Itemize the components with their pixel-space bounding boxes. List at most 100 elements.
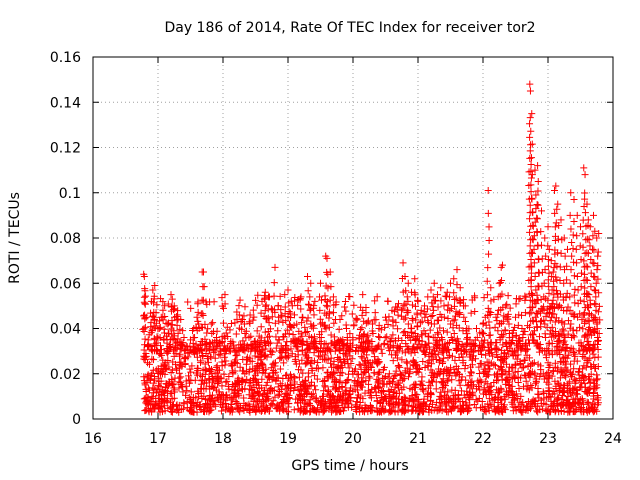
data-point (285, 394, 293, 402)
x-tick-label: 19 (279, 431, 297, 447)
data-point (518, 364, 526, 372)
data-point (522, 372, 530, 380)
data-point (292, 355, 300, 363)
data-point (220, 353, 228, 361)
data-point (493, 377, 501, 385)
x-tick-label: 18 (214, 431, 232, 447)
data-point (388, 351, 396, 359)
y-tick-label: 0.1 (59, 186, 81, 202)
data-point (396, 370, 404, 378)
data-point (274, 383, 282, 391)
data-point (338, 369, 346, 377)
data-point (564, 393, 572, 401)
data-point (204, 358, 212, 366)
data-point (589, 408, 597, 416)
data-point (309, 390, 317, 398)
data-point (243, 375, 251, 383)
data-point (505, 370, 513, 378)
data-point (187, 388, 195, 396)
data-point (329, 383, 337, 391)
data-point (570, 365, 578, 373)
data-point (227, 405, 235, 413)
data-point (171, 360, 179, 368)
data-point (150, 379, 158, 387)
data-point (319, 364, 327, 372)
data-point (223, 377, 231, 385)
data-point (510, 396, 518, 404)
data-point (384, 373, 392, 381)
data-point (561, 340, 569, 348)
data-point (572, 390, 580, 398)
y-axis-title: ROTI / TECUs (7, 192, 23, 284)
data-point (258, 384, 266, 392)
data-point (564, 351, 572, 359)
data-point (287, 345, 295, 353)
data-point (280, 359, 288, 367)
data-point (223, 391, 231, 399)
data-point (475, 363, 483, 371)
data-point (508, 382, 516, 390)
data-point (313, 375, 321, 383)
data-point (386, 379, 394, 387)
data-point (411, 362, 419, 370)
data-point (379, 366, 387, 374)
data-point (276, 387, 284, 395)
data-point (288, 350, 296, 358)
data-point (405, 373, 413, 381)
y-tick-label: 0.08 (50, 231, 81, 247)
data-point (206, 375, 214, 383)
data-point (594, 396, 602, 404)
data-point (269, 397, 277, 405)
y-tick-label: 0.06 (50, 276, 81, 292)
data-point (579, 365, 587, 373)
x-tick-label: 22 (474, 431, 492, 447)
data-point (261, 351, 269, 359)
data-point (336, 377, 344, 385)
data-point (511, 360, 519, 368)
data-point (502, 375, 510, 383)
data-point (425, 339, 433, 347)
data-point (594, 375, 602, 383)
data-point (493, 350, 501, 358)
data-point (264, 373, 272, 381)
data-point (514, 379, 522, 387)
data-point (157, 342, 165, 350)
data-point (172, 402, 180, 410)
data-point (210, 401, 218, 409)
x-tick-label: 20 (344, 431, 362, 447)
data-point (372, 392, 380, 400)
data-point (485, 395, 493, 403)
data-point (504, 389, 512, 397)
data-point (281, 389, 289, 397)
data-point (263, 378, 271, 386)
x-tick-label: 24 (604, 431, 622, 447)
data-point (446, 351, 454, 359)
data-point (294, 366, 302, 374)
data-point (349, 370, 357, 378)
data-point (409, 357, 417, 365)
data-point (488, 391, 496, 399)
data-point (458, 387, 466, 395)
data-point (157, 362, 165, 370)
data-point (327, 354, 335, 362)
data-point (301, 351, 309, 359)
data-point (340, 407, 348, 415)
y-tick-label: 0 (72, 412, 81, 428)
data-point (221, 361, 229, 369)
data-point (536, 373, 544, 381)
data-point (217, 407, 225, 415)
data-point (584, 359, 592, 367)
data-point (483, 358, 491, 366)
data-point (476, 386, 484, 394)
data-point (425, 378, 433, 386)
data-point (370, 369, 378, 377)
data-point (548, 402, 556, 410)
data-point (402, 358, 410, 366)
data-point (459, 353, 467, 361)
data-point (208, 391, 216, 399)
data-point (359, 395, 367, 403)
data-point (267, 364, 275, 372)
x-axis-title: GPS time / hours (291, 458, 408, 474)
data-point (308, 365, 316, 373)
